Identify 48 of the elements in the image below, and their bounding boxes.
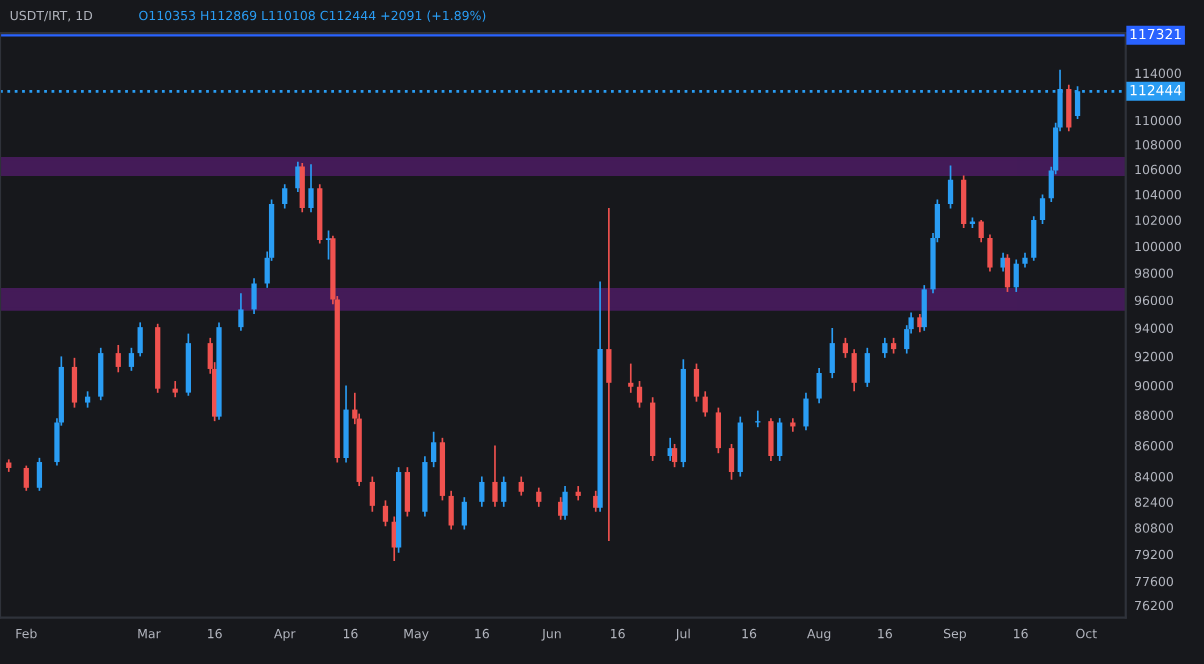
candlestick	[606, 207, 612, 542]
candlestick	[921, 284, 927, 332]
candlestick	[1031, 215, 1037, 262]
candlestick	[1004, 253, 1011, 293]
candlestick	[715, 406, 721, 455]
candlestick	[295, 160, 301, 193]
candlestick	[947, 164, 954, 210]
candlestick	[282, 183, 288, 210]
candlestick	[238, 292, 244, 332]
candlestick	[882, 337, 888, 359]
candlestick	[325, 229, 332, 261]
candlestick	[382, 499, 389, 528]
candlestick	[864, 346, 870, 388]
candlestick	[1039, 193, 1046, 225]
candlestick	[636, 380, 643, 409]
candlestick	[803, 391, 809, 432]
candlestick	[308, 163, 314, 214]
candlestick	[842, 337, 849, 359]
candlestick	[728, 443, 735, 481]
candlestick	[702, 390, 708, 418]
candlestick	[917, 313, 923, 334]
candlestick	[536, 486, 542, 508]
candlestick	[768, 417, 774, 462]
candlestick	[961, 174, 967, 229]
candlestick	[448, 489, 454, 531]
candlestick	[461, 496, 467, 531]
candlestick	[479, 475, 485, 508]
candlestick	[693, 362, 700, 403]
candlestick	[755, 409, 761, 429]
candlestick	[851, 348, 857, 393]
candlestick	[1013, 258, 1019, 293]
candlestick	[671, 443, 678, 469]
candlestick	[562, 485, 568, 521]
candlestick	[492, 444, 498, 508]
candlestick	[816, 367, 822, 405]
candlestick	[987, 233, 993, 273]
candlestick	[404, 466, 410, 518]
candlestick	[501, 475, 507, 508]
candlestick	[777, 417, 783, 462]
candlestick	[1066, 83, 1072, 133]
candlestick	[978, 219, 984, 244]
candlestick	[518, 475, 524, 497]
candlestick	[251, 277, 257, 315]
candlestick	[431, 430, 437, 469]
candlestick	[1000, 252, 1006, 273]
candlestick	[369, 475, 375, 513]
candlestick	[628, 362, 634, 394]
candlestick	[829, 327, 835, 379]
